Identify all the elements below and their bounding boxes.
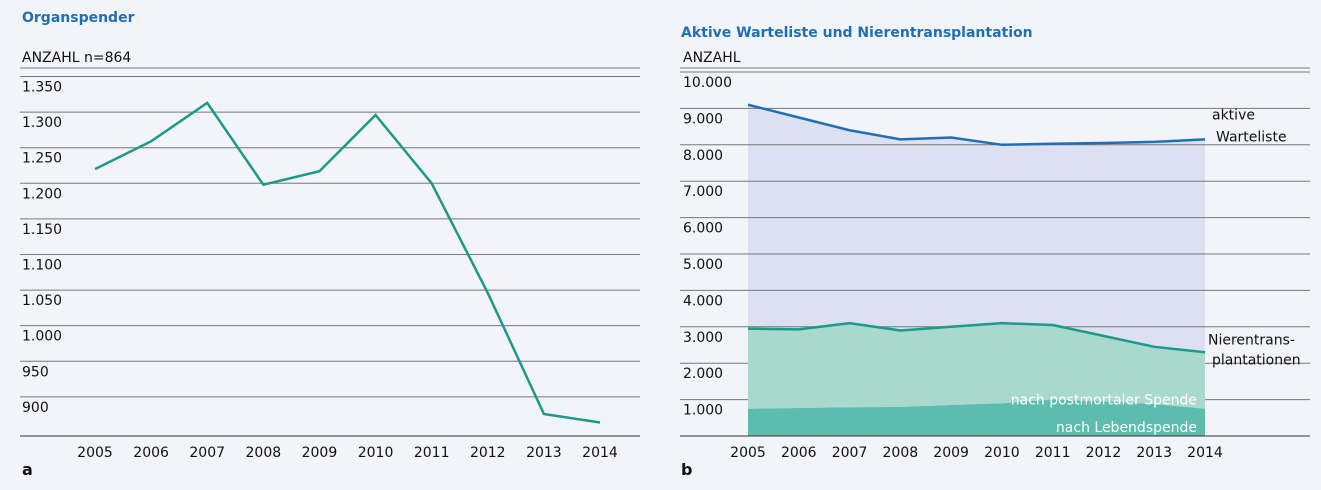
series-label: Warteliste <box>1216 129 1287 145</box>
y-tick-label: 1.350 <box>22 80 62 96</box>
y-tick-label: 1.050 <box>22 293 62 309</box>
y-tick-label: 1.000 <box>683 403 723 419</box>
x-tick-label: 2005 <box>77 445 113 461</box>
x-tick-label: 2010 <box>358 445 394 461</box>
y-tick-label: 2.000 <box>683 366 723 382</box>
x-tick-label: 2006 <box>781 445 817 461</box>
x-tick-label: 2012 <box>470 445 506 461</box>
stack-area <box>748 399 1205 436</box>
x-tick-label: 2006 <box>133 445 169 461</box>
y-tick-label: 1.150 <box>22 222 62 238</box>
y-tick-label: 1.000 <box>22 329 62 345</box>
stack-outline <box>747 321 1206 354</box>
x-tick-label: 2005 <box>730 445 766 461</box>
x-tick-label: 2009 <box>302 445 338 461</box>
stack-area <box>748 323 1205 409</box>
y-axis-label: ANZAHL <box>683 50 741 66</box>
y-tick-label: 1.250 <box>22 151 62 167</box>
y-tick-label: 6.000 <box>683 221 723 237</box>
data-line <box>747 103 1206 147</box>
x-tick-label: 2009 <box>933 445 969 461</box>
x-tick-label: 2011 <box>1035 445 1071 461</box>
x-tick-label: 2008 <box>883 445 919 461</box>
x-tick-label: 2007 <box>189 445 225 461</box>
x-tick-label: 2014 <box>582 445 618 461</box>
y-tick-label: 7.000 <box>683 184 723 200</box>
annotation: Nierentrans- <box>1208 332 1295 348</box>
y-axis-label: ANZAHL n=864 <box>22 50 131 66</box>
y-tick-label: 10.000 <box>683 75 732 91</box>
y-tick-label: 1.300 <box>22 115 62 131</box>
y-tick-label: 950 <box>22 364 49 380</box>
series-label: nach postmortaler Spende <box>1011 393 1197 409</box>
panel-label: a <box>22 460 33 479</box>
y-tick-label: 3.000 <box>683 330 723 346</box>
annotation: plantationen <box>1212 352 1301 368</box>
x-tick-label: 2013 <box>1136 445 1172 461</box>
data-line <box>94 101 601 424</box>
chart-title: Organspender <box>22 10 135 26</box>
y-tick-label: 1.100 <box>22 257 62 273</box>
y-tick-label: 1.200 <box>22 186 62 202</box>
chart-title: Aktive Warteliste und Nierentransplantat… <box>681 25 1033 41</box>
x-tick-label: 2008 <box>246 445 282 461</box>
x-tick-label: 2013 <box>526 445 562 461</box>
x-tick-label: 2012 <box>1086 445 1122 461</box>
y-tick-label: 8.000 <box>683 148 723 164</box>
series-label: nach Lebendspende <box>1056 420 1197 436</box>
y-tick-label: 9.000 <box>683 111 723 127</box>
x-tick-label: 2011 <box>414 445 450 461</box>
y-tick-label: 4.000 <box>683 293 723 309</box>
x-tick-label: 2010 <box>984 445 1020 461</box>
x-tick-label: 2007 <box>832 445 868 461</box>
y-tick-label: 5.000 <box>683 257 723 273</box>
panel-label: b <box>681 460 692 479</box>
series-label: aktive <box>1212 107 1255 123</box>
y-tick-label: 900 <box>22 400 49 416</box>
x-tick-label: 2014 <box>1187 445 1223 461</box>
